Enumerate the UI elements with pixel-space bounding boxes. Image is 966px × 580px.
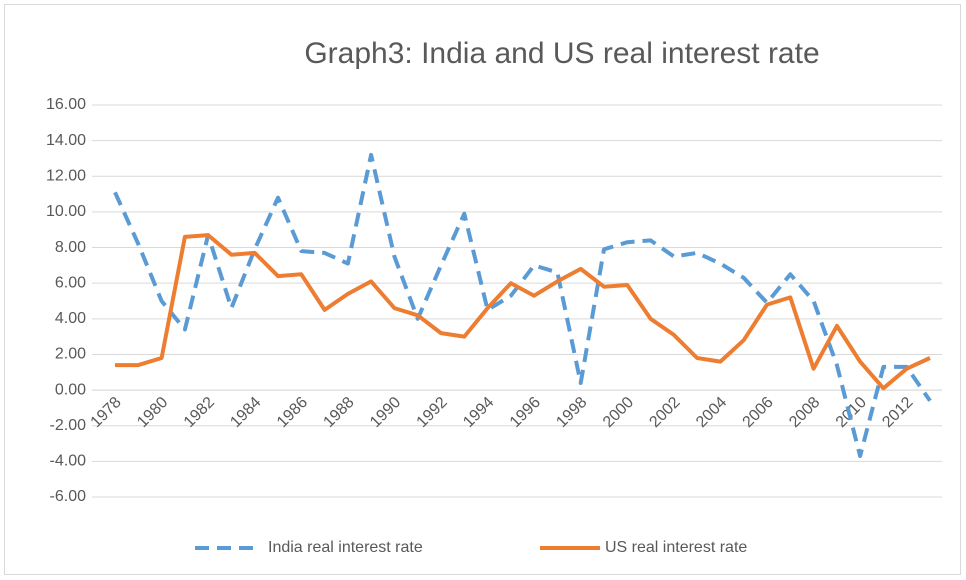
legend-label: India real interest rate — [268, 539, 423, 556]
y-tick-label: 16.00 — [46, 96, 86, 113]
y-tick-label: 2.00 — [55, 346, 86, 363]
y-tick-label: 8.00 — [55, 239, 86, 256]
y-tick-label: 0.00 — [55, 381, 86, 398]
y-tick-label: 14.00 — [46, 132, 86, 149]
chart-title: Graph3: India and US real interest rate — [304, 37, 819, 70]
y-tick-label: 12.00 — [46, 167, 86, 184]
y-tick-label: -2.00 — [50, 417, 87, 434]
y-tick-label: 10.00 — [46, 203, 86, 220]
y-tick-label: 4.00 — [55, 310, 86, 327]
y-tick-label: 6.00 — [55, 274, 86, 291]
data-line — [113, 152, 932, 458]
data-line — [115, 233, 931, 391]
y-tick-label: -6.00 — [50, 488, 87, 505]
y-tick-label: -4.00 — [50, 453, 87, 470]
legend-label: US real interest rate — [605, 539, 747, 556]
chart-border — [4, 4, 961, 575]
